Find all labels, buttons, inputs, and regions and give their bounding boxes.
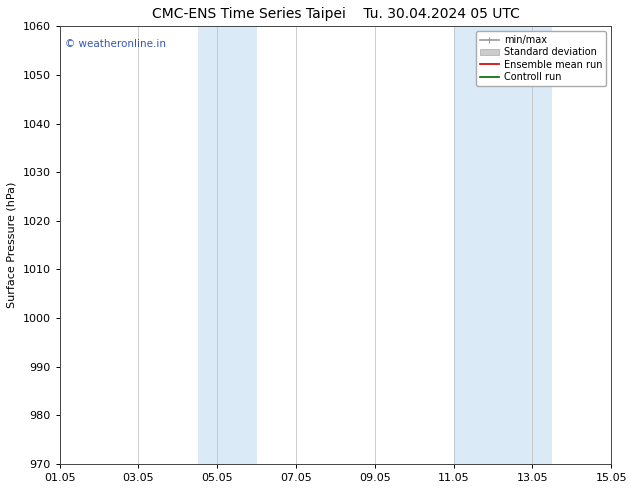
Text: © weatheronline.in: © weatheronline.in [65,39,166,49]
Bar [454,26,552,464]
Legend: min/max, Standard deviation, Ensemble mean run, Controll run: min/max, Standard deviation, Ensemble me… [476,31,606,86]
Y-axis label: Surface Pressure (hPa): Surface Pressure (hPa) [7,182,17,308]
Title: CMC-ENS Time Series Taipei    Tu. 30.04.2024 05 UTC: CMC-ENS Time Series Taipei Tu. 30.04.202… [152,7,519,21]
Bar [198,26,257,464]
